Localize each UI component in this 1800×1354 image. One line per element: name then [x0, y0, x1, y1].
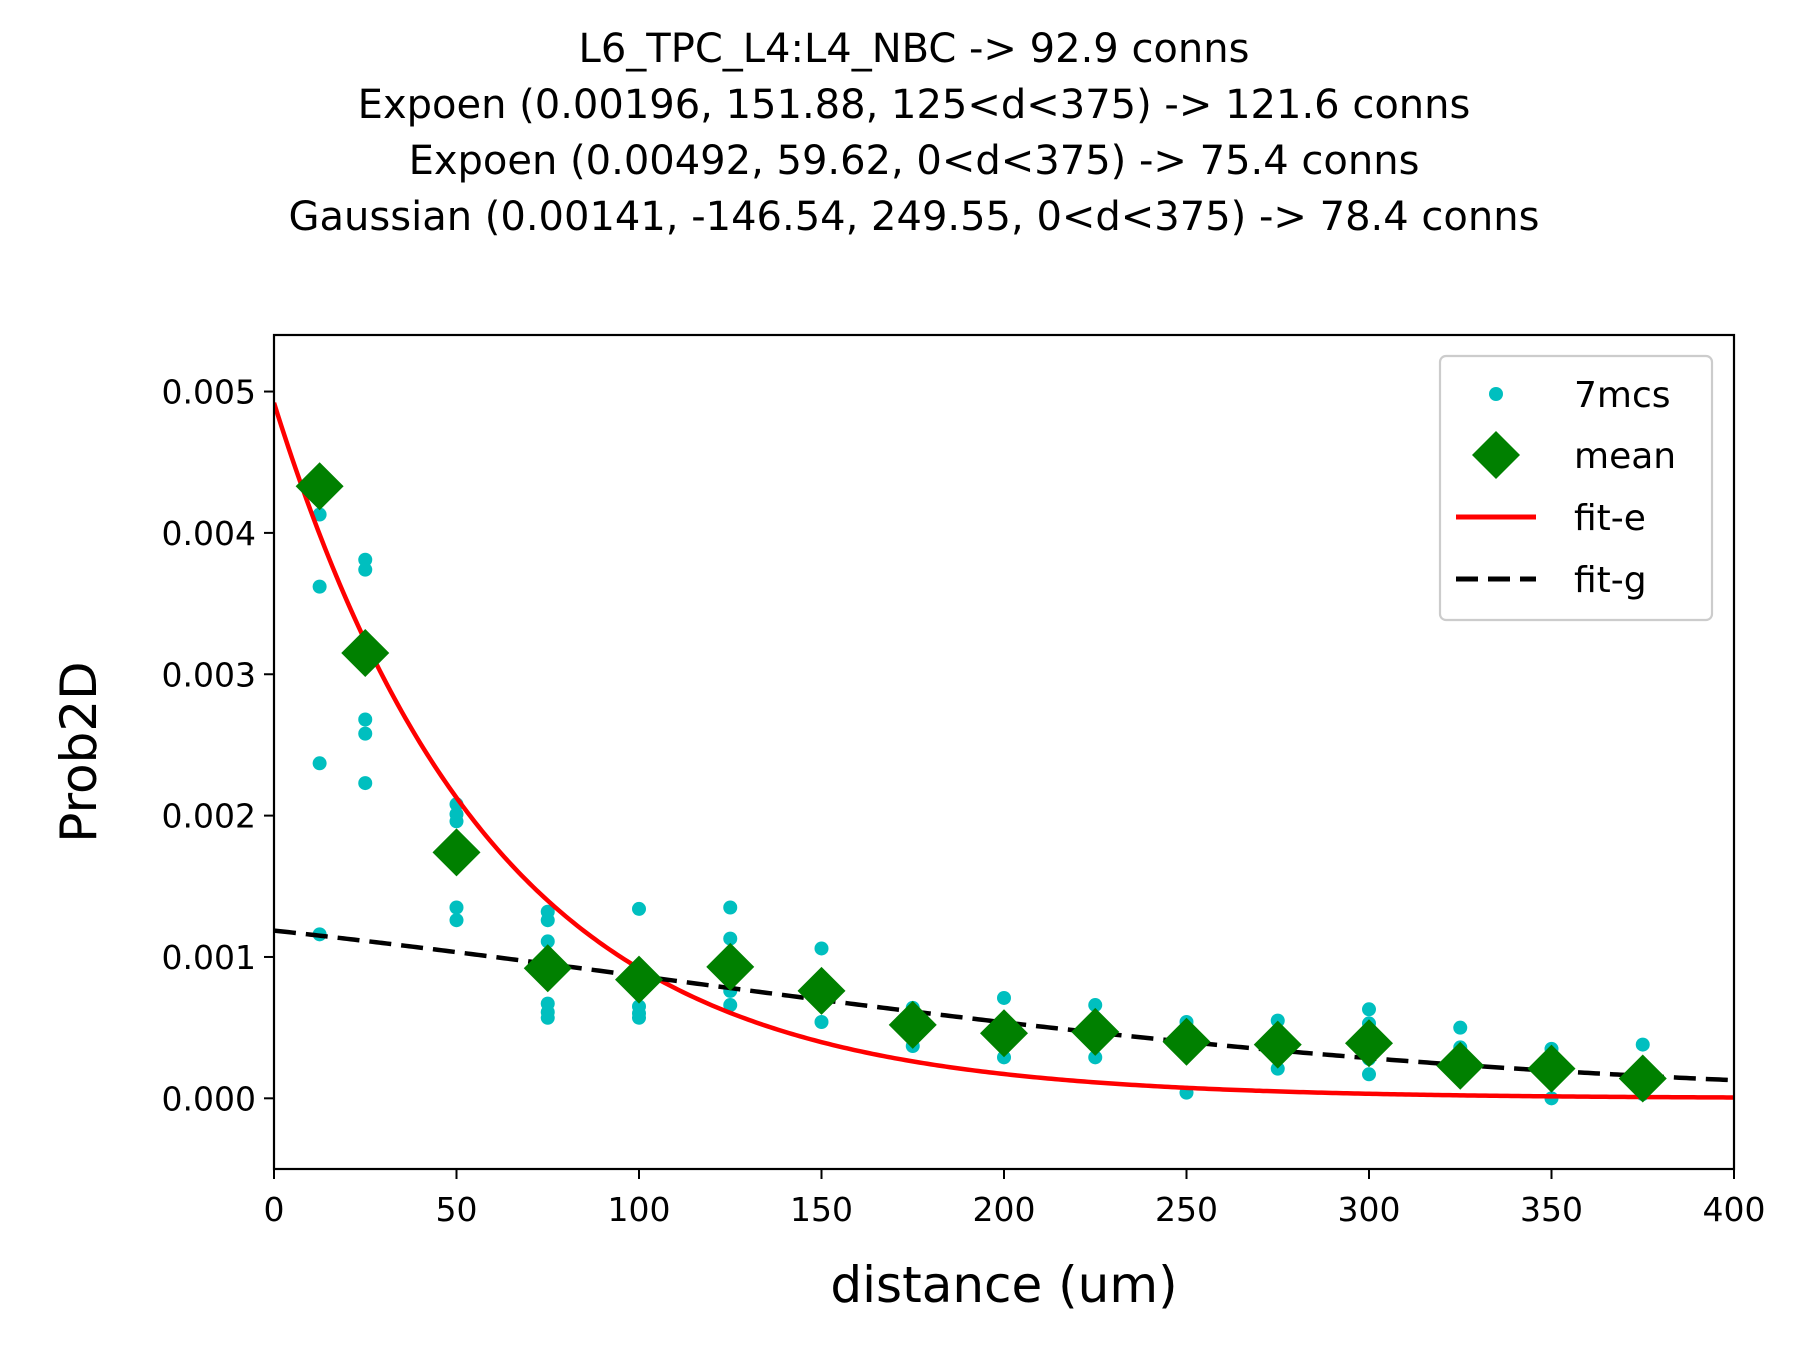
- data-point-7mcs: [814, 1014, 829, 1029]
- x-tick-label: 350: [1520, 1190, 1583, 1229]
- x-tick-label: 400: [1703, 1190, 1766, 1229]
- mean-marker: [1162, 1017, 1211, 1066]
- data-point-7mcs: [723, 931, 738, 946]
- mean-marker: [295, 462, 344, 511]
- data-point-7mcs: [814, 941, 829, 956]
- legend-label: 7mcs: [1574, 375, 1671, 416]
- data-point-7mcs: [312, 507, 327, 522]
- data-point-7mcs: [1635, 1037, 1650, 1052]
- mean-marker: [1436, 1041, 1485, 1090]
- y-tick-label: 0.003: [162, 655, 256, 694]
- data-point-7mcs: [1453, 1020, 1468, 1035]
- x-tick-label: 250: [1155, 1190, 1218, 1229]
- y-axis-label: Prob2D: [50, 661, 108, 842]
- legend-marker-7mcs: [1489, 387, 1503, 401]
- data-point-7mcs: [1088, 998, 1103, 1013]
- mean-marker: [523, 944, 572, 993]
- data-point-7mcs: [449, 900, 464, 915]
- x-axis-label: distance (um): [830, 1256, 1177, 1314]
- series-fit-e-line: [274, 402, 1734, 1100]
- series-fit-g-line: [274, 928, 1734, 1083]
- mean-marker: [797, 966, 846, 1015]
- mean-marker: [432, 828, 481, 877]
- data-point-7mcs: [449, 913, 464, 928]
- mean-marker: [888, 1000, 937, 1049]
- data-point-7mcs: [312, 756, 327, 771]
- chart-title: L6_TPC_L4:L4_NBC -> 92.9 conns Expoen (0.…: [289, 26, 1540, 240]
- data-point-7mcs: [312, 579, 327, 594]
- x-tick-label: 300: [1338, 1190, 1401, 1229]
- legend: 7mcs mean fit-e fit-g: [1438, 354, 1714, 622]
- data-point-7mcs: [723, 900, 738, 915]
- data-point-7mcs: [358, 776, 373, 791]
- data-point-7mcs: [1088, 1050, 1103, 1065]
- chart-title-line: Gaussian (0.00141, -146.54, 249.55, 0<d<…: [289, 194, 1540, 240]
- y-axis: 0.000 0.001 0.002 0.003 0.004 0.005: [162, 373, 274, 1118]
- legend-label: mean: [1574, 436, 1676, 477]
- mean-marker: [706, 942, 755, 991]
- legend-box: [1438, 354, 1714, 622]
- chart-title-line: L6_TPC_L4:L4_NBC -> 92.9 conns: [579, 26, 1250, 72]
- x-tick-label: 0: [264, 1190, 285, 1229]
- mean-marker: [1071, 1007, 1120, 1056]
- chart-title-line: Expoen (0.00492, 59.62, 0<d<375) -> 75.4…: [409, 138, 1420, 184]
- data-point-7mcs: [632, 1010, 646, 1025]
- y-tick-label: 0.004: [162, 514, 256, 553]
- y-tick-label: 0.002: [162, 797, 256, 836]
- data-point-7mcs: [358, 552, 373, 567]
- data-point-7mcs: [997, 990, 1011, 1005]
- x-tick-label: 100: [608, 1190, 671, 1229]
- x-tick-label: 50: [436, 1190, 478, 1229]
- data-point-7mcs: [723, 998, 738, 1013]
- mean-marker: [1253, 1020, 1302, 1069]
- chart-title-line: Expoen (0.00196, 151.88, 125<d<375) -> 1…: [358, 82, 1471, 128]
- y-tick-label: 0.005: [162, 373, 256, 412]
- data-point-7mcs: [1362, 1002, 1376, 1017]
- x-axis: 0 50 100 150 200 250 300 350 400: [264, 1169, 1766, 1229]
- data-point-7mcs: [1270, 1061, 1285, 1076]
- data-point-7mcs: [540, 934, 555, 949]
- data-point-7mcs: [632, 901, 646, 916]
- mean-marker: [341, 629, 390, 678]
- mean-marker: [980, 1009, 1028, 1058]
- legend-marker-mean: [1472, 431, 1520, 479]
- y-tick-label: 0.000: [162, 1079, 256, 1118]
- data-point-7mcs: [997, 1050, 1011, 1065]
- plot-series: [274, 402, 1734, 1106]
- mean-marker: [1345, 1019, 1393, 1068]
- legend-label: fit-g: [1574, 560, 1647, 601]
- x-tick-label: 200: [973, 1190, 1036, 1229]
- x-tick-label: 150: [790, 1190, 853, 1229]
- data-point-7mcs: [1270, 1013, 1285, 1028]
- data-point-7mcs: [358, 726, 373, 741]
- y-tick-label: 0.001: [162, 938, 256, 977]
- legend-label: fit-e: [1574, 498, 1646, 539]
- data-point-7mcs: [540, 913, 555, 928]
- data-point-7mcs: [1362, 1067, 1376, 1082]
- mean-marker: [1618, 1054, 1667, 1103]
- data-point-7mcs: [358, 712, 373, 727]
- data-point-7mcs: [540, 1010, 555, 1025]
- mean-marker: [615, 955, 663, 1004]
- mean-marker: [1527, 1044, 1576, 1093]
- data-point-7mcs: [358, 562, 373, 577]
- data-point-7mcs: [449, 814, 464, 829]
